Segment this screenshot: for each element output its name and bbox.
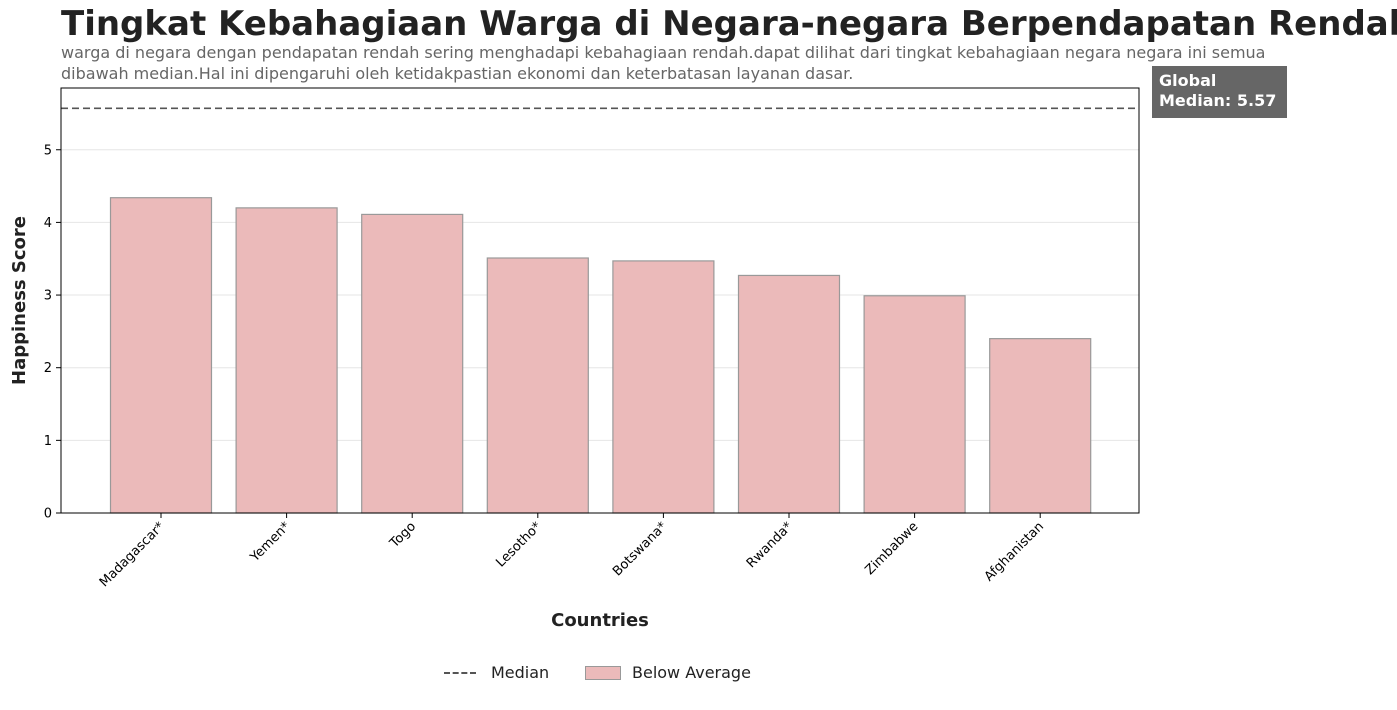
y-tick-label: 1 <box>44 434 52 449</box>
y-tick-label: 4 <box>44 216 52 231</box>
bar-yemen <box>235 207 338 514</box>
legend: Median Below Average <box>0 658 1200 688</box>
bar-rwanda <box>737 274 841 514</box>
x-axis-ticks: Madagascar* Yemen* Togo Lesotho* Botswana* Rw… <box>97 513 1047 590</box>
legend-swatch-icon <box>585 666 621 680</box>
bar-botswana <box>612 260 715 514</box>
bar-zimbabwe <box>863 295 966 514</box>
grid-lines <box>61 149 1139 441</box>
y-tick-label: 2 <box>44 361 52 376</box>
x-axis-label: Countries <box>551 610 649 631</box>
y-axis-label: Happiness Score <box>9 216 30 385</box>
bar-togo <box>361 213 464 514</box>
legend-label-median: Median <box>491 663 550 682</box>
y-tick-label: 5 <box>44 143 52 158</box>
x-tick-label: Lesotho* <box>493 519 545 571</box>
y-tick-label: 0 <box>44 507 52 522</box>
bar-madagascar <box>109 197 213 514</box>
bar-lesotho <box>486 257 589 514</box>
x-tick-label: Togo <box>387 519 419 551</box>
x-tick-label: Afghanistan <box>982 519 1047 584</box>
bar-afghanistan <box>989 338 1092 514</box>
plot-frame <box>60 87 1140 514</box>
x-tick-label: Zimbabwe <box>863 519 922 578</box>
x-tick-label: Yemen* <box>247 519 294 566</box>
median-annotation: Global Median: 5.57 <box>1152 66 1287 118</box>
x-tick-label: Rwanda* <box>744 519 796 571</box>
bars <box>109 197 1092 514</box>
x-tick-label: Botswana* <box>610 519 670 579</box>
legend-dash-icon <box>444 672 476 674</box>
x-tick-label: Madagascar* <box>97 519 168 590</box>
legend-label-below-average: Below Average <box>632 663 751 682</box>
chart-title: Tingkat Kebahagiaan Warga di Negara-nega… <box>61 4 1397 44</box>
chart-subtitle: warga di negara dengan pendapatan rendah… <box>61 43 1266 83</box>
y-tick-label: 3 <box>44 289 52 304</box>
y-axis-ticks: 0 1 2 3 4 5 <box>44 143 61 522</box>
